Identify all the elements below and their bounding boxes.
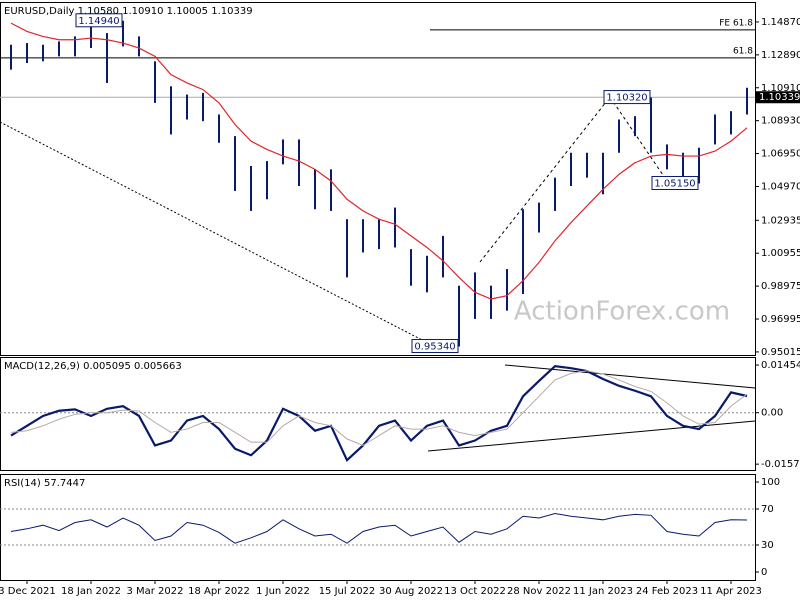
- price-annotation: 1.14940: [78, 16, 119, 27]
- price-annotation-box: [411, 339, 459, 354]
- x-tick-label: 30 Aug 2022: [379, 586, 443, 597]
- price-panel-frame: [0, 2, 756, 356]
- x-tick-label: 15 Jul 2022: [319, 586, 376, 597]
- rsi-panel-frame: [0, 474, 756, 581]
- price-label-box: [756, 91, 800, 104]
- y-tick-label: 0.98975: [761, 281, 800, 292]
- macd-panel-frame: [0, 357, 756, 471]
- x-tick-label: 28 Nov 2022: [507, 586, 571, 597]
- y-tick-label: 70: [761, 504, 774, 515]
- y-tick-label: 1.02935: [761, 215, 800, 226]
- panel-title: EURUSD,Daily 1.10580 1.10910 1.10005 1.1…: [4, 6, 253, 17]
- y-tick-label: 0.95015: [761, 347, 800, 358]
- x-tick-label: 13 Oct 2022: [444, 586, 506, 597]
- x-tick-label: 3 Mar 2022: [126, 586, 183, 597]
- rsi-line: [10, 512, 748, 544]
- price-annotation-box: [75, 13, 123, 28]
- x-tick-label: 18 Apr 2022: [188, 586, 250, 597]
- macd-line: [10, 365, 748, 463]
- price-label: 1.10339: [759, 92, 800, 103]
- fib-level-label: FE 61.8: [719, 18, 753, 28]
- y-tick-label: 1.10910: [761, 83, 800, 94]
- trendline: [0, 121, 429, 344]
- price-annotation: 0.95340: [414, 342, 455, 353]
- y-tick-label: 1.12890: [761, 50, 800, 61]
- x-tick-label: 24 Feb 2023: [636, 586, 698, 597]
- y-tick-label: 1.00955: [761, 248, 800, 259]
- moving-average: [10, 22, 748, 300]
- trendline: [479, 96, 611, 263]
- y-tick-label: 1.04970: [761, 181, 800, 192]
- y-tick-label: 0.014549: [761, 360, 800, 371]
- price-annotation: 1.05150: [654, 178, 695, 189]
- trendline: [609, 96, 666, 179]
- price-annotation-box: [651, 175, 699, 190]
- x-tick-label: 11 Apr 2023: [700, 586, 762, 597]
- y-tick-label: 1.08930: [761, 116, 800, 127]
- price-annotation-box: [603, 90, 651, 105]
- price-annotation: 1.10320: [606, 93, 647, 104]
- x-tick-label: 3 Dec 2021: [0, 586, 56, 597]
- x-tick-label: 18 Jan 2022: [61, 586, 121, 597]
- macd-trendline: [427, 420, 756, 452]
- y-tick-label: 0.00: [761, 408, 783, 419]
- signal-line: [10, 370, 748, 446]
- macd-trendline: [504, 364, 756, 389]
- y-tick-label: 1.06950: [761, 149, 800, 160]
- watermark: ActionForex.com: [514, 297, 730, 327]
- fib-level-label: 61.8: [733, 46, 753, 56]
- y-tick-label: 30: [761, 540, 774, 551]
- x-tick-label: 1 Jun 2022: [256, 586, 310, 597]
- x-tick-label: 11 Jan 2023: [573, 586, 633, 597]
- y-tick-label: 100: [761, 477, 780, 488]
- y-tick-label: 0: [761, 567, 767, 578]
- panel-title: MACD(12,26,9) 0.005095 0.005663: [4, 361, 182, 372]
- panel-title: RSI(14) 57.7447: [4, 478, 85, 489]
- y-tick-label: -0.015712: [761, 459, 800, 470]
- y-tick-label: 0.96995: [761, 314, 800, 325]
- y-tick-label: 1.14870: [761, 17, 800, 28]
